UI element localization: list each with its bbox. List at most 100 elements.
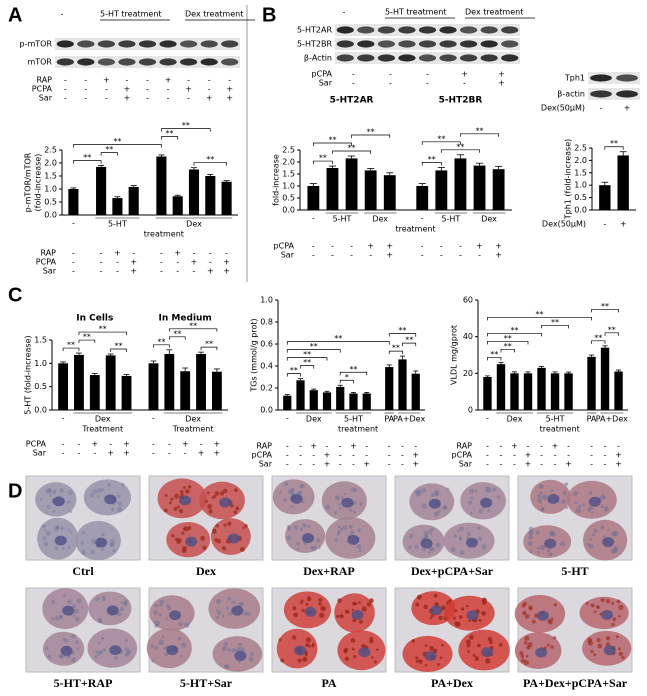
condition-sign: - xyxy=(168,440,171,449)
droplet xyxy=(357,528,361,533)
condition-sign: + xyxy=(525,460,532,469)
micrograph xyxy=(514,587,633,673)
droplet xyxy=(540,507,545,512)
droplet xyxy=(43,541,49,547)
condition-sign: - xyxy=(365,442,368,451)
condition-sign: - xyxy=(540,442,543,451)
droplet xyxy=(528,530,534,536)
droplet xyxy=(588,544,594,549)
y-axis-label: 5-HT (fold-increase) xyxy=(24,335,33,414)
droplet xyxy=(600,598,605,603)
nucleus xyxy=(466,610,479,621)
droplet xyxy=(337,502,341,506)
condition-sign: + xyxy=(226,85,233,94)
condition-sign: + xyxy=(182,440,189,449)
micrograph xyxy=(148,475,264,561)
droplet xyxy=(537,497,543,504)
droplet xyxy=(470,496,474,500)
droplet xyxy=(611,601,615,605)
micrograph xyxy=(271,475,387,561)
droplet xyxy=(208,509,213,514)
droplet xyxy=(519,651,524,656)
condition-sign: + xyxy=(130,258,137,267)
condition-sign: - xyxy=(513,451,516,460)
condition-sign: - xyxy=(365,451,368,460)
droplet xyxy=(154,645,159,651)
droplet xyxy=(346,610,350,614)
droplet xyxy=(318,602,322,606)
droplet xyxy=(525,654,529,658)
droplet xyxy=(232,601,236,605)
droplet xyxy=(352,500,357,505)
droplet xyxy=(161,635,165,639)
droplet xyxy=(560,541,566,547)
blot-header: Dex treatment xyxy=(185,10,243,19)
droplet xyxy=(349,530,355,535)
significance-label: ** xyxy=(476,126,484,135)
significance-bracket xyxy=(388,333,417,337)
droplet xyxy=(349,508,353,513)
droplet xyxy=(233,510,238,514)
nucleus xyxy=(547,493,560,504)
condition-sign: + xyxy=(124,94,131,103)
group-label: PA xyxy=(384,415,394,424)
group-caption: treatment xyxy=(338,425,378,434)
nucleus xyxy=(358,647,371,658)
condition-sign: - xyxy=(554,460,557,469)
droplet xyxy=(74,640,79,645)
droplet xyxy=(414,489,420,495)
nucleus xyxy=(428,498,441,509)
condition-sign: - xyxy=(486,460,489,469)
droplet xyxy=(158,642,162,646)
droplet xyxy=(588,491,592,495)
blot-band xyxy=(439,40,457,48)
y-tick-label: 2.5 xyxy=(44,146,57,155)
significance-bracket xyxy=(339,379,354,384)
droplet xyxy=(553,603,558,607)
condition-sign: + xyxy=(498,79,505,88)
condition-sign: - xyxy=(600,104,603,113)
droplet xyxy=(615,635,619,639)
droplet xyxy=(338,506,342,510)
x-tick-label: - xyxy=(421,214,424,223)
bar xyxy=(156,156,167,215)
condition-sign: - xyxy=(64,85,67,94)
droplet xyxy=(585,601,589,605)
group-label: Dex xyxy=(306,415,322,424)
condition-sign: - xyxy=(590,442,593,451)
droplet xyxy=(616,599,621,604)
significance-bracket xyxy=(168,328,218,332)
droplet xyxy=(466,643,471,648)
nucleus xyxy=(430,605,443,616)
condition-sign: - xyxy=(286,442,289,451)
droplet xyxy=(101,636,105,640)
condition-sign: - xyxy=(339,442,342,451)
condition-sign: + xyxy=(476,242,483,251)
significance-bracket xyxy=(591,308,619,313)
droplet xyxy=(96,597,100,600)
droplet xyxy=(376,648,379,652)
significance-bracket xyxy=(388,350,403,355)
condition-sign: - xyxy=(527,442,530,451)
significance-bracket xyxy=(421,141,461,145)
condition-sign: - xyxy=(331,251,334,260)
droplet xyxy=(366,602,372,607)
droplet xyxy=(438,615,443,620)
droplet xyxy=(122,601,128,607)
droplet xyxy=(597,643,603,649)
significance-bracket xyxy=(161,128,211,132)
significance-bracket xyxy=(487,332,542,337)
droplet xyxy=(154,620,160,626)
droplet xyxy=(173,506,178,512)
droplet xyxy=(423,530,429,536)
droplet xyxy=(593,528,598,534)
bar xyxy=(600,347,610,410)
droplet xyxy=(155,603,159,607)
droplet xyxy=(535,530,540,535)
condition-sign: - xyxy=(312,242,315,251)
droplet xyxy=(89,492,95,498)
nucleus xyxy=(480,497,493,508)
droplet xyxy=(297,658,302,663)
droplet xyxy=(302,523,307,528)
blot-row-label: β-Actin xyxy=(304,54,332,63)
